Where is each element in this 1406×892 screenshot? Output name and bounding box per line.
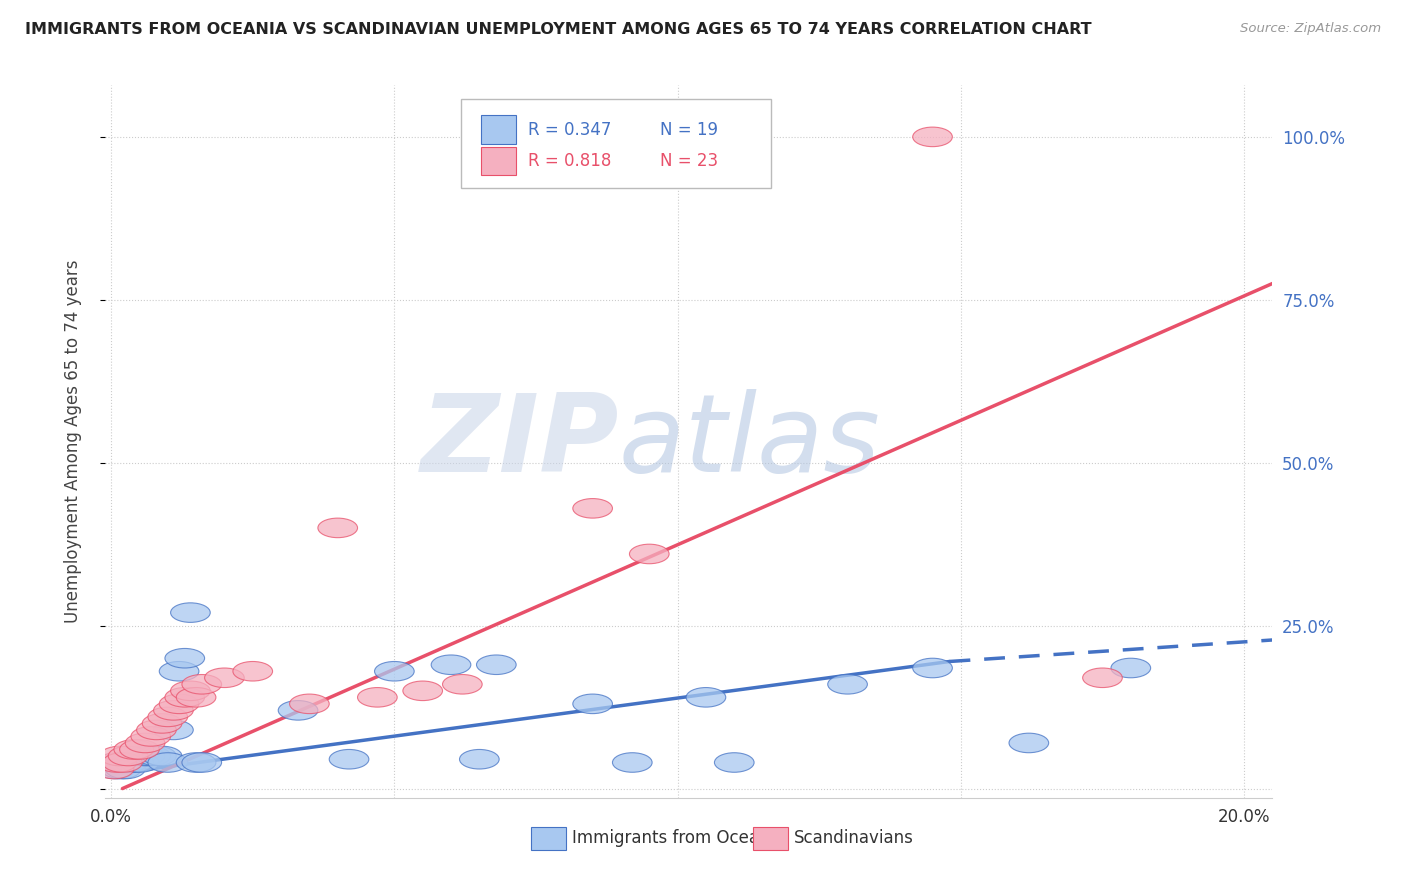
Ellipse shape	[1010, 733, 1049, 753]
Text: IMMIGRANTS FROM OCEANIA VS SCANDINAVIAN UNEMPLOYMENT AMONG AGES 65 TO 74 YEARS C: IMMIGRANTS FROM OCEANIA VS SCANDINAVIAN …	[25, 22, 1092, 37]
Text: R = 0.818: R = 0.818	[527, 153, 612, 170]
FancyBboxPatch shape	[461, 99, 770, 188]
Text: R = 0.347: R = 0.347	[527, 120, 612, 138]
Ellipse shape	[477, 655, 516, 674]
Ellipse shape	[613, 753, 652, 772]
Ellipse shape	[460, 749, 499, 769]
Ellipse shape	[176, 688, 217, 707]
Text: Source: ZipAtlas.com: Source: ZipAtlas.com	[1240, 22, 1381, 36]
Ellipse shape	[181, 753, 222, 772]
Text: N = 23: N = 23	[659, 153, 718, 170]
Bar	[754, 827, 789, 850]
Ellipse shape	[912, 658, 952, 678]
Ellipse shape	[148, 707, 187, 727]
Text: N = 19: N = 19	[659, 120, 718, 138]
Ellipse shape	[120, 739, 159, 759]
Ellipse shape	[630, 544, 669, 564]
Ellipse shape	[165, 688, 205, 707]
Text: atlas: atlas	[619, 389, 880, 494]
Ellipse shape	[103, 753, 142, 772]
Bar	[481, 115, 516, 144]
Ellipse shape	[108, 747, 148, 765]
Ellipse shape	[686, 688, 725, 707]
Bar	[531, 827, 567, 850]
Ellipse shape	[912, 127, 952, 146]
Ellipse shape	[159, 662, 198, 681]
Text: ZIP: ZIP	[420, 389, 619, 494]
Ellipse shape	[181, 674, 222, 694]
Bar	[481, 147, 516, 176]
Ellipse shape	[142, 747, 181, 765]
Ellipse shape	[170, 603, 211, 623]
Y-axis label: Unemployment Among Ages 65 to 74 years: Unemployment Among Ages 65 to 74 years	[63, 260, 82, 624]
Ellipse shape	[136, 747, 176, 765]
Ellipse shape	[120, 753, 159, 772]
Ellipse shape	[205, 668, 245, 688]
Ellipse shape	[233, 662, 273, 681]
Text: Immigrants from Oceania: Immigrants from Oceania	[572, 829, 785, 847]
Ellipse shape	[96, 759, 135, 779]
Ellipse shape	[714, 753, 754, 772]
Ellipse shape	[1111, 658, 1150, 678]
Ellipse shape	[714, 127, 754, 146]
Ellipse shape	[94, 759, 134, 779]
Ellipse shape	[170, 681, 211, 700]
Ellipse shape	[404, 681, 443, 700]
Ellipse shape	[97, 753, 136, 772]
Ellipse shape	[432, 655, 471, 674]
Ellipse shape	[101, 759, 141, 779]
Ellipse shape	[131, 727, 170, 747]
Ellipse shape	[159, 694, 198, 714]
Ellipse shape	[98, 753, 138, 772]
Ellipse shape	[290, 694, 329, 714]
Ellipse shape	[278, 700, 318, 720]
Ellipse shape	[374, 662, 415, 681]
Ellipse shape	[572, 694, 613, 714]
Ellipse shape	[142, 714, 181, 733]
Ellipse shape	[443, 674, 482, 694]
Ellipse shape	[1083, 668, 1122, 688]
Ellipse shape	[114, 753, 153, 772]
Ellipse shape	[828, 674, 868, 694]
Ellipse shape	[136, 720, 176, 739]
Ellipse shape	[176, 753, 217, 772]
Ellipse shape	[125, 747, 165, 765]
Ellipse shape	[148, 753, 187, 772]
Ellipse shape	[131, 747, 170, 765]
Ellipse shape	[165, 648, 205, 668]
Ellipse shape	[108, 753, 148, 772]
Ellipse shape	[329, 749, 368, 769]
Ellipse shape	[105, 759, 145, 779]
Text: Scandinavians: Scandinavians	[794, 829, 914, 847]
Ellipse shape	[125, 733, 165, 753]
Ellipse shape	[572, 499, 613, 518]
Ellipse shape	[114, 739, 153, 759]
Ellipse shape	[153, 700, 193, 720]
Ellipse shape	[100, 747, 139, 765]
Ellipse shape	[318, 518, 357, 538]
Ellipse shape	[153, 720, 193, 739]
Ellipse shape	[357, 688, 398, 707]
